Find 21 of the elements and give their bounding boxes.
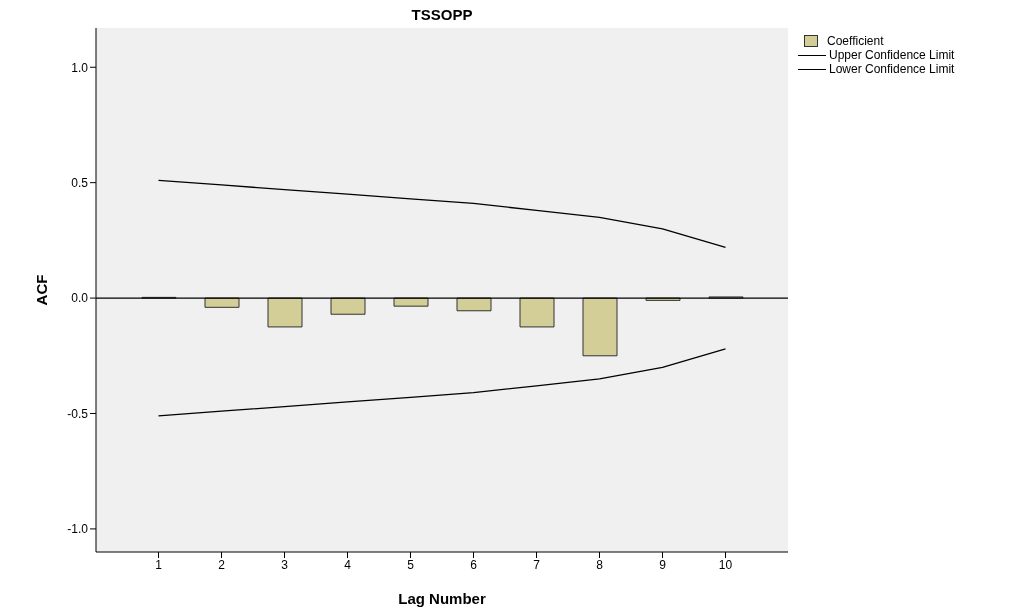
x-tick-label: 1: [155, 557, 163, 572]
x-tick-label: 5: [407, 557, 415, 572]
x-axis-title: Lag Number: [398, 590, 486, 607]
x-tick-label: 4: [344, 557, 352, 572]
x-tick-label: 3: [281, 557, 289, 572]
legend-label: Coefficient: [827, 34, 884, 48]
y-tick-label: -0.5: [67, 406, 89, 421]
chart-title: TSSOPP: [410, 6, 474, 23]
y-tick-label: 0.5: [71, 175, 89, 190]
x-tick-label: 7: [533, 557, 541, 572]
x-tick-label: 6: [470, 557, 478, 572]
y-tick-label: 0.0: [71, 291, 89, 306]
y-axis-title: ACF: [33, 274, 51, 306]
x-tick-label: 2: [218, 557, 226, 572]
legend-label: Upper Confidence Limit: [829, 48, 955, 62]
legend-label: Lower Confidence Limit: [829, 62, 955, 76]
x-tick-label: 10: [718, 557, 733, 572]
y-tick-label: 1.0: [71, 60, 89, 75]
x-tick-label: 8: [596, 557, 604, 572]
x-tick-label: 9: [659, 557, 667, 572]
y-tick-label: -1.0: [67, 522, 89, 537]
